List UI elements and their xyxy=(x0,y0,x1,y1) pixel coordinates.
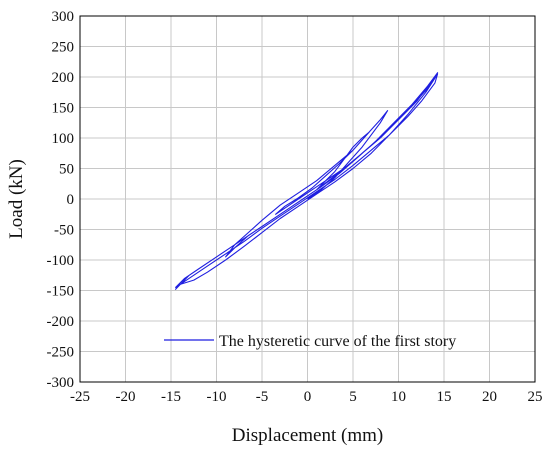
series-line xyxy=(175,72,439,290)
x-tick-label: -20 xyxy=(116,389,136,405)
y-tick-label: 250 xyxy=(52,40,75,56)
y-tick-label: -200 xyxy=(47,314,75,330)
y-tick-label: 150 xyxy=(52,101,75,117)
legend-label: The hysteretic curve of the first story xyxy=(219,333,456,350)
x-tick-label: 0 xyxy=(304,389,312,405)
y-tick-label: 50 xyxy=(59,162,74,178)
y-tick-label: 200 xyxy=(52,70,75,86)
y-tick-labels: -300 -250 -200 -150 -100 -50 0 50 100 150 200 250 30… xyxy=(47,9,75,391)
grid xyxy=(80,16,535,382)
y-axis-title: Load (kN) xyxy=(6,159,27,239)
y-tick-label: -300 xyxy=(47,375,75,391)
x-tick-label: 20 xyxy=(482,389,497,405)
x-axis-title: Displacement (mm) xyxy=(232,425,383,446)
x-tick-label: -10 xyxy=(207,389,227,405)
y-tick-label: -100 xyxy=(47,253,75,269)
legend: The hysteretic curve of the first story xyxy=(164,333,456,350)
plot-frame xyxy=(79,15,536,383)
x-tick-label: 15 xyxy=(437,389,452,405)
y-tick-label: 100 xyxy=(52,131,75,147)
x-tick-labels: -25 -20 -15 -10 -5 0 5 10 15 20 25 xyxy=(70,389,543,405)
y-tick-label: 300 xyxy=(52,9,75,25)
y-tick-label: -50 xyxy=(54,223,74,239)
x-tick-label: -15 xyxy=(161,389,181,405)
y-tick-label: -250 xyxy=(47,345,75,361)
series-layer xyxy=(175,72,439,290)
y-tick-label: 0 xyxy=(67,192,75,208)
x-tick-label: 25 xyxy=(528,389,543,405)
x-tick-label: 10 xyxy=(391,389,406,405)
x-tick-label: -25 xyxy=(70,389,90,405)
x-tick-label: 5 xyxy=(349,389,357,405)
y-tick-label: -150 xyxy=(47,284,75,300)
x-tick-label: -5 xyxy=(256,389,269,405)
